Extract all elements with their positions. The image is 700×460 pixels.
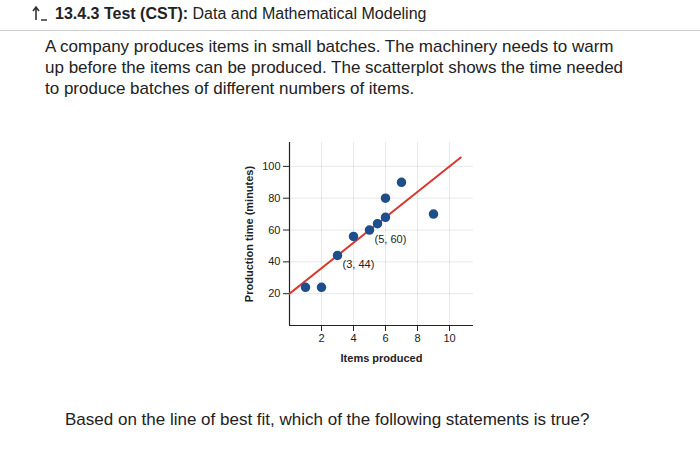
- html-text:Based on the line of best fit,: Based on the line of best fit, which of …: [65, 410, 590, 429]
- svg-text:(3, 44): (3, 44): [343, 258, 375, 270]
- svg-text:10: 10: [443, 332, 455, 344]
- svg-text:Items produced: Items produced: [341, 352, 423, 364]
- svg-text:8: 8: [414, 332, 420, 344]
- svg-text:100: 100: [262, 160, 280, 172]
- svg-text:60: 60: [268, 224, 280, 236]
- svg-text:80: 80: [268, 192, 280, 204]
- svg-text:Production time (minutes): Production time (minutes): [243, 166, 255, 303]
- html-text:up before the items can be pro: up before the items can be produced. The…: [45, 58, 623, 77]
- html-text:to produce batches of differen: to produce batches of different numbers …: [45, 79, 415, 98]
- svg-text:2: 2: [318, 332, 324, 344]
- html-text:13.4.3 Test (CST): Data and Ma: 13.4.3 Test (CST): Data and Mathematical…: [55, 5, 427, 22]
- svg-text:40: 40: [268, 255, 280, 267]
- svg-text:6: 6: [382, 332, 388, 344]
- svg-text:(5, 60): (5, 60): [375, 233, 407, 245]
- svg-text:4: 4: [350, 332, 356, 344]
- html-text:A company produces items in sm: A company produces items in small batche…: [45, 37, 614, 56]
- svg-text:20: 20: [268, 287, 280, 299]
